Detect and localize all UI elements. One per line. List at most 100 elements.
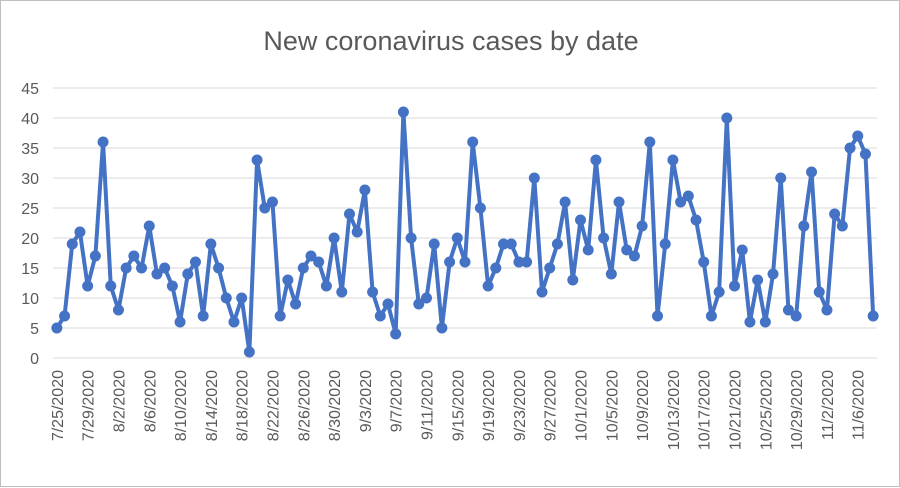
x-tick-label: 8/18/2020: [235, 370, 252, 441]
data-point: [259, 202, 271, 214]
data-point: [120, 262, 132, 274]
data-point: [197, 310, 209, 322]
data-point: [313, 256, 325, 268]
y-tick-label: 35: [21, 141, 39, 158]
data-point: [89, 250, 101, 262]
data-point: [228, 316, 240, 328]
data-point: [744, 316, 756, 328]
data-point: [575, 214, 587, 226]
x-tick-label: 11/2/2020: [820, 370, 837, 440]
y-tick-label: 25: [21, 201, 39, 218]
data-point: [274, 310, 286, 322]
x-tick-label: 8/2/2020: [111, 370, 128, 432]
data-point: [82, 280, 94, 292]
gridlines: [53, 87, 877, 359]
data-point: [428, 238, 440, 250]
data-point: [682, 190, 694, 202]
data-point: [336, 286, 348, 298]
data-point: [559, 196, 571, 208]
data-point: [721, 112, 733, 124]
data-point: [782, 304, 794, 316]
data-point: [59, 310, 71, 322]
data-point: [551, 238, 563, 250]
x-tick-label: 9/15/2020: [450, 370, 467, 441]
x-tick-label: 7/25/2020: [50, 370, 67, 441]
y-tick-label: 40: [21, 111, 39, 128]
x-tick-label: 10/5/2020: [604, 370, 621, 441]
x-tick-label: 9/27/2020: [543, 370, 560, 441]
series-cases: [51, 106, 879, 358]
x-tick-label: 9/11/2020: [419, 370, 436, 440]
data-point: [767, 268, 779, 280]
data-point: [752, 274, 764, 286]
data-point: [290, 298, 302, 310]
data-point: [297, 262, 309, 274]
data-point: [513, 256, 525, 268]
data-point: [328, 232, 340, 244]
data-point: [436, 322, 448, 334]
data-point: [775, 172, 787, 184]
x-tick-label: 9/3/2020: [358, 370, 375, 432]
data-point: [444, 256, 456, 268]
data-point: [636, 220, 648, 232]
data-point: [467, 136, 479, 148]
x-tick-label: 9/19/2020: [481, 370, 498, 441]
data-point: [213, 262, 225, 274]
x-tick-label: 8/10/2020: [173, 370, 190, 441]
data-point: [628, 250, 640, 262]
x-tick-label: 10/17/2020: [697, 370, 714, 450]
data-point: [498, 238, 510, 250]
x-axis-ticks: 7/25/2020 7/29/2020 8/2/2020 8/6/2020 8/10/2…: [50, 370, 868, 450]
data-point: [644, 136, 656, 148]
data-point: [813, 286, 825, 298]
data-point: [474, 202, 486, 214]
data-point: [659, 238, 671, 250]
data-point: [729, 280, 741, 292]
y-tick-label: 15: [21, 261, 39, 278]
x-tick-label: 9/7/2020: [389, 370, 406, 432]
data-point: [189, 256, 201, 268]
data-point: [397, 106, 409, 118]
data-point: [51, 322, 63, 334]
x-tick-label: 8/22/2020: [265, 370, 282, 441]
data-point: [675, 196, 687, 208]
data-point: [528, 172, 540, 184]
data-point: [505, 238, 517, 250]
data-point: [166, 280, 178, 292]
data-point: [490, 262, 502, 274]
data-point: [305, 250, 317, 262]
data-point: [852, 130, 864, 142]
data-point: [605, 268, 617, 280]
data-point: [374, 310, 386, 322]
y-tick-label: 30: [21, 171, 39, 188]
data-point: [521, 256, 533, 268]
data-point: [621, 244, 633, 256]
x-tick-label: 8/14/2020: [204, 370, 221, 441]
data-point: [320, 280, 332, 292]
data-point: [582, 244, 594, 256]
data-point: [413, 298, 425, 310]
data-point: [821, 304, 833, 316]
y-axis-ticks: 0 5 10 15 20 25 30 35 40 45: [21, 81, 39, 368]
data-point: [829, 208, 841, 220]
data-point: [205, 238, 217, 250]
data-point: [705, 310, 717, 322]
data-point: [613, 196, 625, 208]
data-point: [759, 316, 771, 328]
y-tick-label: 0: [30, 351, 39, 368]
x-tick-label: 10/1/2020: [574, 370, 591, 441]
x-tick-label: 11/6/2020: [851, 370, 868, 440]
data-point: [798, 220, 810, 232]
data-point: [174, 316, 186, 328]
data-point: [159, 262, 171, 274]
y-tick-label: 45: [21, 81, 39, 98]
data-point: [806, 166, 818, 178]
data-point: [382, 298, 394, 310]
data-point: [343, 208, 355, 220]
x-tick-label: 7/29/2020: [81, 370, 98, 441]
data-point: [790, 310, 802, 322]
x-tick-label: 10/25/2020: [758, 370, 775, 450]
data-point: [251, 154, 263, 166]
data-point: [182, 268, 194, 280]
